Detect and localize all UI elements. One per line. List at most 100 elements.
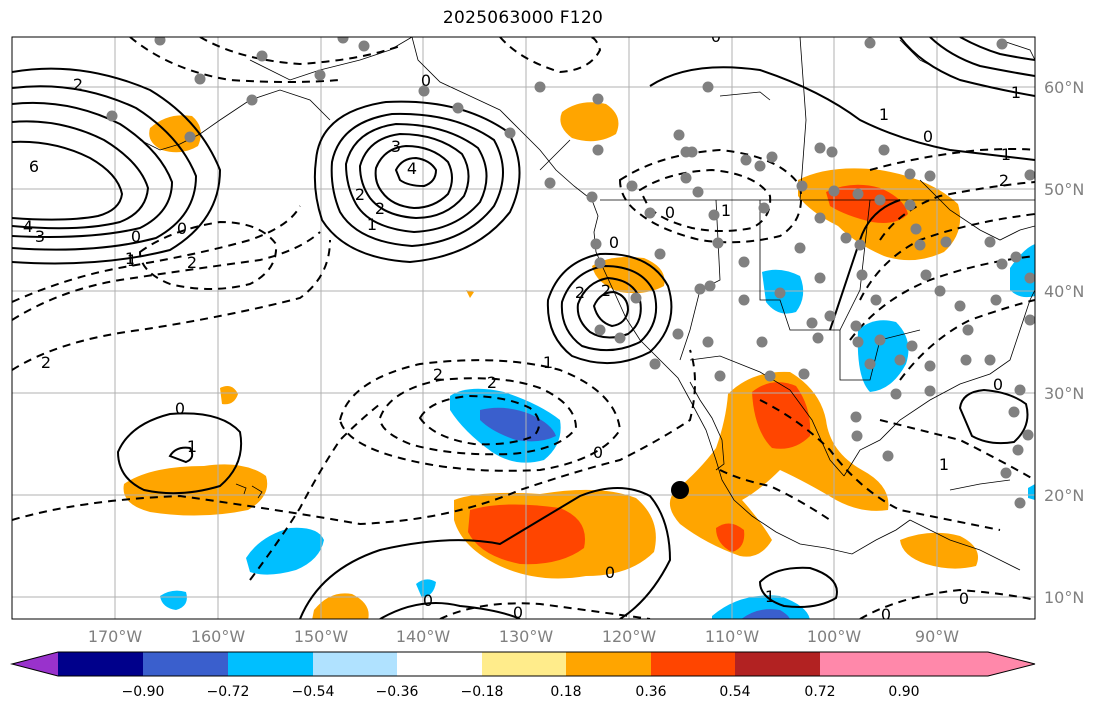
contour-dashed-south-1 xyxy=(759,399,1001,531)
contour-label: 0 xyxy=(881,605,891,624)
longitude-label: 170°W xyxy=(88,627,143,646)
longitude-label: 150°W xyxy=(294,627,349,646)
contour-label: 2 xyxy=(575,283,585,302)
contour-central-mexico xyxy=(758,566,838,608)
contour-high-west-1 xyxy=(12,67,222,265)
colorbar-tick-label: 0.36 xyxy=(635,684,666,700)
orange-region-south-pacific xyxy=(312,593,369,619)
contour-high-ne-pacific-1 xyxy=(313,100,521,264)
colorbar-tick-label: 0.90 xyxy=(888,684,919,700)
colorbar-max-extension xyxy=(904,652,1035,676)
contour-label: 0 xyxy=(711,27,721,46)
contour-label: 2 xyxy=(41,353,51,372)
contour-dashed-mid-1 xyxy=(249,403,381,581)
latitude-label: 60°N xyxy=(1044,78,1084,97)
colorbar-segment xyxy=(228,652,313,676)
contour-southeast-0 xyxy=(958,388,1029,445)
contour-dashed-north-2 xyxy=(129,37,341,83)
map-panel: 2 6 4 3 0 1 2 3 4 2 2 1 0 0 1 2 2 2 2 1 … xyxy=(12,27,1035,624)
contour-label: 2 xyxy=(999,171,1009,190)
contour-label: 6 xyxy=(29,157,39,176)
contour-low-nevada-3 xyxy=(576,276,642,339)
contour-label: 0 xyxy=(923,127,933,146)
latitude-label: 40°N xyxy=(1044,282,1084,301)
colorbar-tick-label: 0.72 xyxy=(804,684,835,700)
blue-region-south-bottom xyxy=(712,595,810,619)
contour-label: 0 xyxy=(605,563,615,582)
contour-dashed-rockies xyxy=(618,148,802,244)
darkblue-region-south-bottom xyxy=(741,609,790,619)
contour-east-pacific-0 xyxy=(299,487,672,619)
contour-dashed-central-2 xyxy=(378,377,578,456)
colorbar-outline xyxy=(10,651,1036,677)
blue-region-small-south xyxy=(416,579,436,598)
colorbar-segment xyxy=(820,652,904,676)
contour-label: 4 xyxy=(23,217,33,236)
blue-region-hawaii-south xyxy=(160,590,187,610)
contour-label: 0 xyxy=(175,399,185,418)
contour-dashed-west-1 xyxy=(12,231,321,321)
contour-label: 0 xyxy=(131,227,141,246)
contour-label: 2 xyxy=(601,281,611,300)
contour-dashed-nw xyxy=(499,37,602,74)
map-frame xyxy=(11,36,1036,620)
contour-high-west-5 xyxy=(12,140,124,221)
map-title: 2025063000 F120 xyxy=(442,8,604,28)
contour-label: 0 xyxy=(513,603,523,622)
dashed-contours xyxy=(12,37,1035,619)
contour-label: 2 xyxy=(375,199,385,218)
red-region-mexico xyxy=(752,382,811,449)
contour-label: 0 xyxy=(665,203,675,222)
blue-region-east-edge xyxy=(1028,484,1035,500)
contour-label: 2 xyxy=(487,373,497,392)
latitude-axis: 60°N 50°N 40°N 30°N 20°N 10°N xyxy=(1044,78,1084,607)
contour-low-nevada xyxy=(546,252,673,365)
contour-label: 1 xyxy=(367,215,377,234)
contour-high-ne-pacific-5 xyxy=(374,144,453,210)
contour-dashed-west-2 xyxy=(12,205,301,303)
contour-high-west-3 xyxy=(12,101,174,238)
contour-label: 3 xyxy=(391,137,401,156)
contour-label: 1 xyxy=(721,201,731,220)
contour-label: 0 xyxy=(593,443,603,462)
contour-dashed-west-4 xyxy=(12,239,331,371)
contour-dashed-east-2 xyxy=(879,181,1035,241)
colorbar-segment xyxy=(397,652,482,676)
contour-dashed-broad xyxy=(12,349,696,526)
contour-high-ne-pacific-3 xyxy=(344,122,488,234)
colorbar-segment xyxy=(313,652,397,676)
red-region-mexico-south xyxy=(716,523,745,552)
longitude-axis: 170°W 160°W 150°W 140°W 130°W 120°W 110°… xyxy=(88,627,959,646)
longitude-label: 100°W xyxy=(807,627,862,646)
contour-dashed-rockies-2 xyxy=(638,168,772,232)
contour-label: 3 xyxy=(35,227,45,246)
colorbar-tick-label: −0.90 xyxy=(122,684,165,700)
contour-label: 2 xyxy=(355,185,365,204)
contour-dashed-bottom-right xyxy=(859,588,1035,619)
latitude-label: 50°N xyxy=(1044,180,1084,199)
station-dots xyxy=(106,37,1035,509)
contour-dashed-central-1 xyxy=(338,359,622,472)
contour-hawaii-0 xyxy=(116,412,242,495)
latitude-label: 30°N xyxy=(1044,384,1084,403)
colorbar-tick-label: 0.18 xyxy=(550,684,581,700)
contour-label: 2 xyxy=(187,253,197,272)
contour-label: 1 xyxy=(765,587,775,606)
contour-label: 1 xyxy=(543,353,553,372)
contour-dashed-west-3 xyxy=(138,220,278,290)
colorbar-tick-label: −0.54 xyxy=(292,684,335,700)
contour-label: 2 xyxy=(73,75,83,94)
contour-dashed-east-5 xyxy=(899,299,1035,381)
blue-region-mississippi xyxy=(857,320,909,392)
contour-east-pacific-bottom xyxy=(379,601,521,619)
contour-label: 0 xyxy=(993,375,1003,394)
longitude-label: 140°W xyxy=(396,627,451,646)
contour-label: 0 xyxy=(177,219,187,238)
contour-label: 1 xyxy=(127,251,137,270)
longitude-label: 120°W xyxy=(602,627,657,646)
colorbar-segment xyxy=(58,652,143,676)
latitude-label: 10°N xyxy=(1044,588,1084,607)
contour-canada-3 xyxy=(959,37,1035,61)
colorbar-tick-label: −0.36 xyxy=(376,684,419,700)
